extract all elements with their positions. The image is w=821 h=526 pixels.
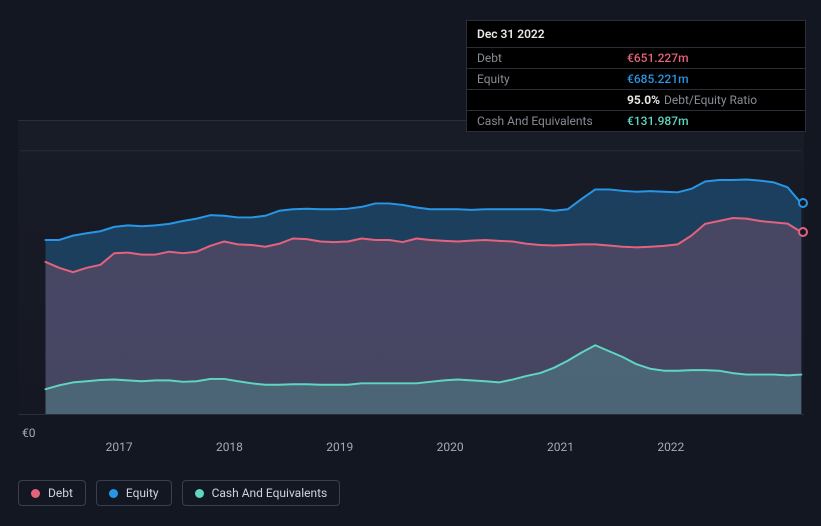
end-marker-debt [798, 227, 808, 237]
legend-swatch-cash [195, 489, 204, 498]
tooltip-row-value: 95.0%Debt/Equity Ratio [627, 93, 757, 107]
legend-label: Cash And Equivalents [212, 486, 328, 500]
x-tick: 2018 [216, 440, 243, 454]
tooltip-row: Cash And Equivalents€131.987m [467, 111, 805, 131]
tooltip-row: 95.0%Debt/Equity Ratio [467, 90, 805, 111]
legend-item-equity[interactable]: Equity [96, 480, 172, 506]
legend-item-debt[interactable]: Debt [18, 480, 86, 506]
legend-label: Debt [48, 486, 73, 500]
legend-item-cash[interactable]: Cash And Equivalents [182, 480, 341, 506]
legend-swatch-equity [109, 489, 118, 498]
y-axis-min-label: €0 [22, 426, 36, 440]
x-tick: 2021 [547, 440, 574, 454]
tooltip-row-label: Equity [477, 72, 627, 86]
tooltip-rows: Debt€651.227mEquity€685.221m95.0%Debt/Eq… [467, 48, 805, 131]
chart-area [18, 120, 804, 415]
x-tick: 2019 [326, 440, 353, 454]
end-marker-equity [798, 198, 808, 208]
tooltip-row: Debt€651.227m [467, 48, 805, 69]
area-chart-svg [18, 120, 804, 415]
legend-swatch-debt [31, 489, 40, 498]
tooltip-row-value: €685.221m [627, 72, 689, 86]
tooltip-row-label: Cash And Equivalents [477, 114, 627, 128]
tooltip-row-label [477, 93, 627, 107]
tooltip-row-value: €651.227m [627, 51, 689, 65]
x-tick: 2020 [437, 440, 464, 454]
tooltip-row: Equity€685.221m [467, 69, 805, 90]
legend-label: Equity [126, 486, 159, 500]
x-tick: 2017 [106, 440, 133, 454]
legend: Debt Equity Cash And Equivalents [18, 480, 340, 506]
x-axis: 2017 2018 2019 2020 2021 2022 [18, 440, 804, 470]
x-tick: 2022 [657, 440, 684, 454]
chart-tooltip: Dec 31 2022 Debt€651.227mEquity€685.221m… [466, 20, 806, 132]
tooltip-row-value: €131.987m [627, 114, 689, 128]
tooltip-date: Dec 31 2022 [467, 21, 805, 48]
tooltip-row-label: Debt [477, 51, 627, 65]
